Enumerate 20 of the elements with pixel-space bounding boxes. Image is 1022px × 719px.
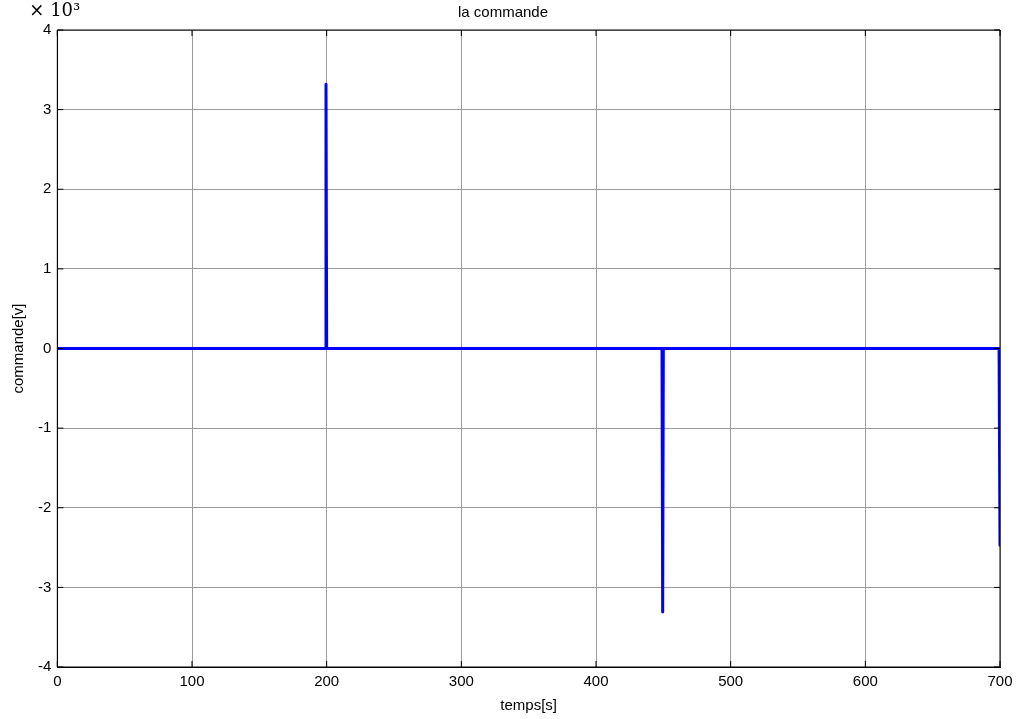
y-tick-label: 0 [42, 338, 52, 356]
y-tick-label: 1 [42, 259, 52, 277]
x-tick-label: 200 [314, 672, 340, 690]
x-axis-title: temps[s] [500, 696, 558, 714]
y-tick-label: -3 [37, 577, 52, 595]
y-tick-label: -1 [37, 418, 52, 436]
x-tick-label: 500 [718, 672, 744, 690]
x-tick-label: 600 [852, 672, 878, 690]
x-tick-label: 300 [448, 672, 474, 690]
y-tick-label: 3 [42, 99, 52, 117]
x-tick-label: 100 [179, 672, 205, 690]
text: × 10³ [29, 0, 81, 20]
x-tick-label: 400 [583, 672, 609, 690]
y-tick-label: -2 [37, 497, 52, 515]
y-axis-title: commande[v] [9, 303, 27, 394]
y-tick-label: -4 [37, 657, 52, 675]
x-tick-label: 700 [987, 672, 1013, 690]
chart-title: la commande [457, 3, 549, 21]
y-tick-label: 2 [42, 179, 52, 197]
y-tick-label: 4 [42, 20, 52, 38]
